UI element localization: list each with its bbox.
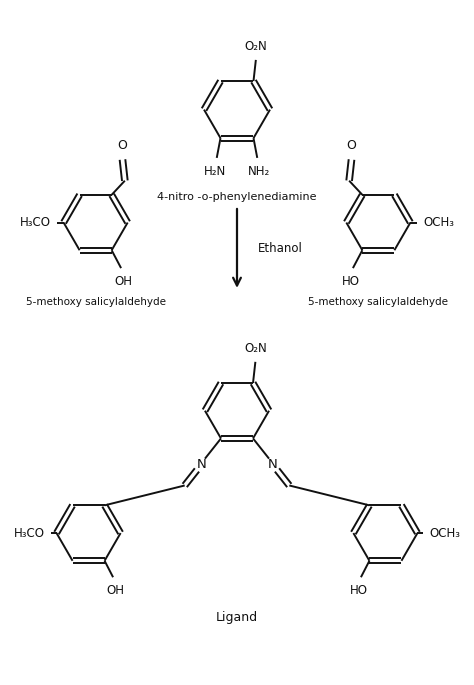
Text: Ethanol: Ethanol [258,242,303,255]
Text: 5-methoxy salicylaldehyde: 5-methoxy salicylaldehyde [26,297,165,307]
Text: Ligand: Ligand [216,611,258,623]
Text: 4-nitro -o-phenylenediamine: 4-nitro -o-phenylenediamine [157,192,317,202]
Text: H₃CO: H₃CO [19,216,50,229]
Text: H₃CO: H₃CO [14,527,45,540]
Text: N: N [268,458,278,471]
Text: OCH₃: OCH₃ [424,216,455,229]
Text: HO: HO [342,275,360,288]
Text: N: N [196,458,206,471]
Text: O₂N: O₂N [245,40,267,53]
Text: 5-methoxy salicylaldehyde: 5-methoxy salicylaldehyde [309,297,448,307]
Text: OH: OH [114,275,132,288]
Text: O: O [346,140,356,153]
Text: H₂N: H₂N [204,165,226,178]
Text: NH₂: NH₂ [248,165,270,178]
Text: OCH₃: OCH₃ [429,527,460,540]
Text: O: O [118,140,128,153]
Text: OH: OH [106,584,124,597]
Text: HO: HO [350,584,368,597]
Text: O₂N: O₂N [244,342,267,355]
